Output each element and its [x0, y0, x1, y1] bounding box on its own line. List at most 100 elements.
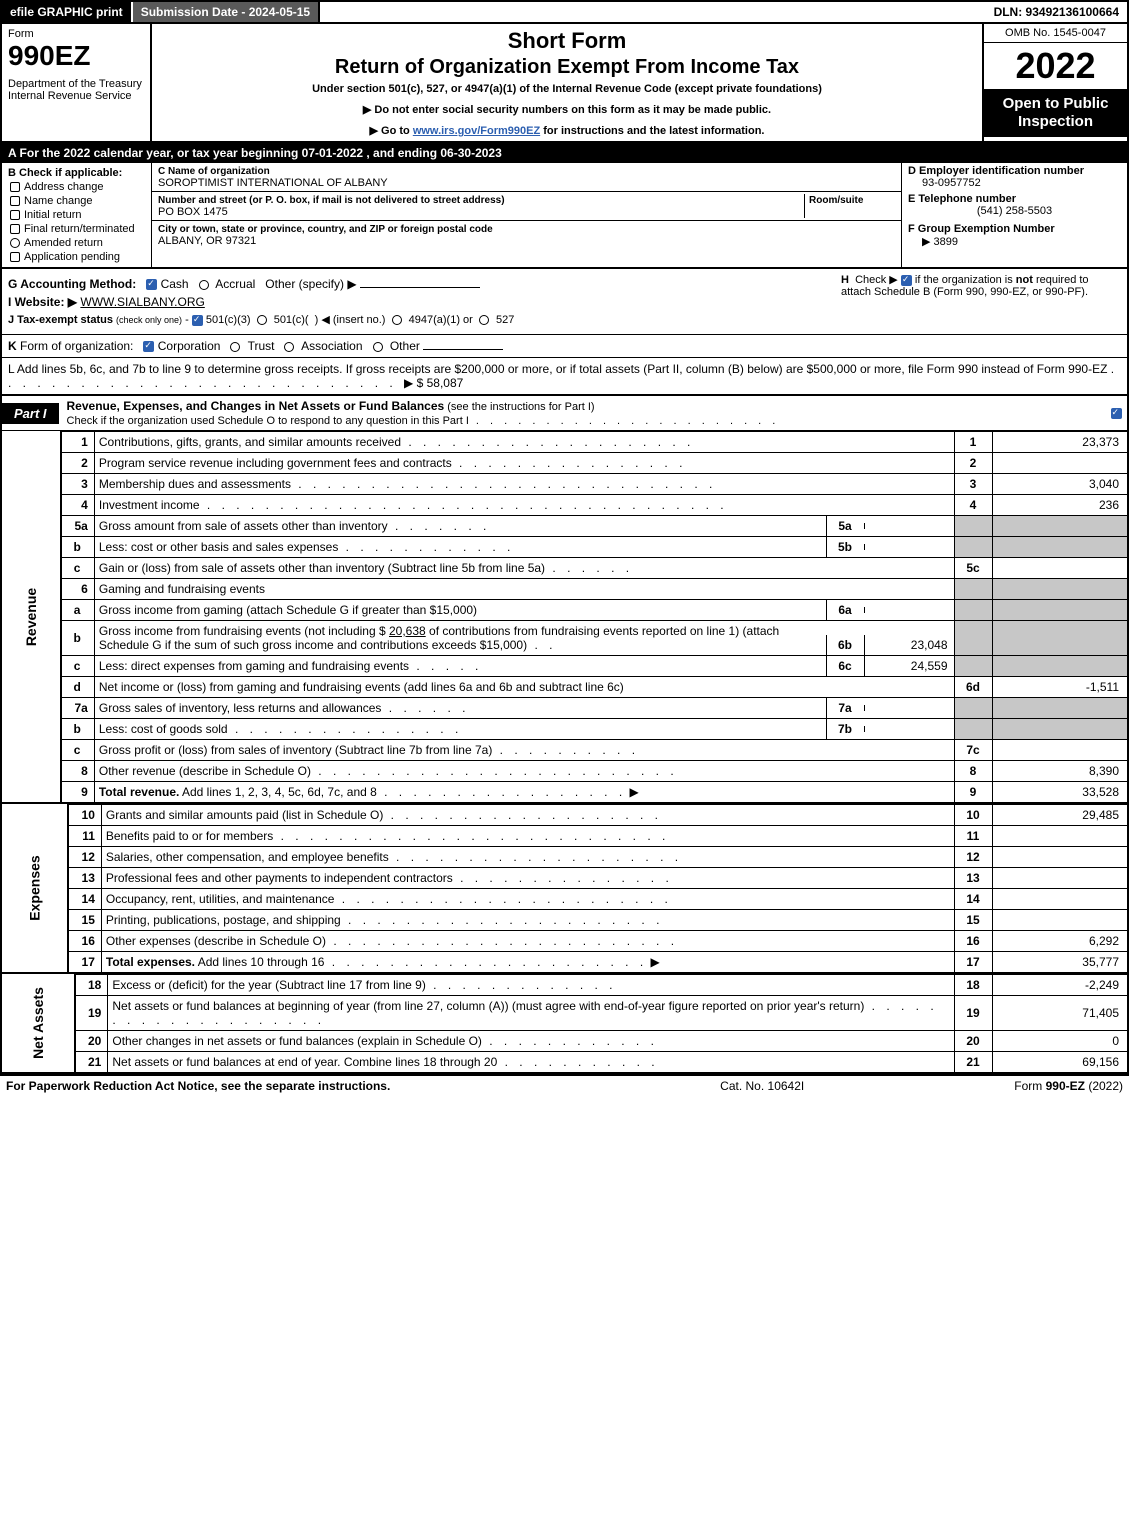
- check-filled-icon: [192, 315, 203, 326]
- instruction-ssn: ▶ Do not enter social security numbers o…: [158, 103, 976, 116]
- col-d-ein: D Employer identification number 93-0957…: [902, 163, 1127, 267]
- header-section: Form 990EZ Department of the Treasury In…: [2, 24, 1127, 143]
- line-7c: c Gross profit or (loss) from sales of i…: [62, 740, 1127, 761]
- line-5c: c Gain or (loss) from sale of assets oth…: [62, 558, 1127, 579]
- line-7b: b Less: cost of goods sold . . . . . . .…: [62, 719, 1127, 740]
- under-section: Under section 501(c), 527, or 4947(a)(1)…: [158, 83, 976, 95]
- row-h-schedule-b: H Check ▶ if the organization is not req…: [837, 269, 1117, 302]
- goto-post: for instructions and the latest informat…: [540, 125, 764, 137]
- l-text: L Add lines 5b, 6c, and 7b to line 9 to …: [8, 362, 1107, 376]
- top-bar: efile GRAPHIC print Submission Date - 20…: [2, 2, 1127, 24]
- row-k-org-form: K Form of organization: Corporation Trus…: [2, 334, 1127, 357]
- row-l-gross-receipts: L Add lines 5b, 6c, and 7b to line 9 to …: [2, 357, 1127, 394]
- b-opt-amended[interactable]: Amended return: [8, 237, 145, 249]
- ein-label: D Employer identification number: [908, 165, 1121, 177]
- b-opt-address[interactable]: Address change: [8, 181, 145, 193]
- b-opt-name[interactable]: Name change: [8, 195, 145, 207]
- part-i-tab: Part I: [2, 403, 59, 424]
- revenue-vlabel: Revenue: [2, 431, 62, 802]
- form-container: efile GRAPHIC print Submission Date - 20…: [0, 0, 1129, 1074]
- line-2: 2 Program service revenue including gove…: [62, 453, 1127, 474]
- col-c-org: C Name of organization SOROPTIMIST INTER…: [152, 163, 902, 267]
- part-i-title: Revenue, Expenses, and Changes in Net As…: [59, 396, 1105, 430]
- phone-value: (541) 258-5503: [908, 205, 1121, 217]
- b-opt-pending[interactable]: Application pending: [8, 251, 145, 263]
- b-opt-final[interactable]: Final return/terminated: [8, 223, 145, 235]
- street-row: Number and street (or P. O. box, if mail…: [152, 192, 901, 221]
- line-16: 16 Other expenses (describe in Schedule …: [69, 931, 1127, 952]
- line-6c: c Less: direct expenses from gaming and …: [62, 656, 1127, 677]
- line-14: 14 Occupancy, rent, utilities, and maint…: [69, 889, 1127, 910]
- line-18: 18 Excess or (deficit) for the year (Sub…: [76, 975, 1127, 996]
- form-id-block: Form 990EZ Department of the Treasury In…: [2, 24, 152, 141]
- part-i-bar: Part I Revenue, Expenses, and Changes in…: [2, 394, 1127, 431]
- col-b-checkboxes: B Check if applicable: Address change Na…: [2, 163, 152, 267]
- netassets-vlabel: Net Assets: [2, 974, 76, 1072]
- check-filled-icon: [901, 275, 912, 286]
- row-a-period: A For the 2022 calendar year, or tax yea…: [2, 143, 1127, 163]
- line-6a: a Gross income from gaming (attach Sched…: [62, 600, 1127, 621]
- form-word: Form: [8, 28, 144, 40]
- omb-number: OMB No. 1545-0047: [984, 24, 1127, 43]
- topbar-spacer: [320, 2, 985, 22]
- other-org-input[interactable]: [423, 349, 503, 350]
- line-5a: 5a Gross amount from sale of assets othe…: [62, 516, 1127, 537]
- footer-catno: Cat. No. 10642I: [510, 1079, 1014, 1093]
- title-block: Short Form Return of Organization Exempt…: [152, 24, 982, 141]
- section-b-through-f: B Check if applicable: Address change Na…: [2, 163, 1127, 269]
- group-label: F Group Exemption Number: [908, 223, 1121, 235]
- efile-print-button[interactable]: efile GRAPHIC print: [2, 2, 131, 22]
- radio-icon: [392, 315, 402, 325]
- radio-icon: [373, 342, 383, 352]
- g-label: G Accounting Method:: [8, 277, 136, 291]
- l-amount: ▶ $ 58,087: [404, 376, 463, 390]
- expenses-section: Expenses 10 Grants and similar amounts p…: [2, 802, 1127, 972]
- line-8: 8 Other revenue (describe in Schedule O)…: [62, 761, 1127, 782]
- line-13: 13 Professional fees and other payments …: [69, 868, 1127, 889]
- city-label: City or town, state or province, country…: [158, 224, 493, 235]
- line-5b: b Less: cost or other basis and sales ex…: [62, 537, 1127, 558]
- radio-icon: [479, 315, 489, 325]
- other-specify-input[interactable]: [360, 287, 480, 288]
- street-value: PO BOX 1475: [158, 206, 228, 218]
- line-21: 21 Net assets or fund balances at end of…: [76, 1052, 1127, 1073]
- radio-icon: [230, 342, 240, 352]
- netassets-section: Net Assets 18 Excess or (deficit) for th…: [2, 972, 1127, 1072]
- dln-number: DLN: 93492136100664: [986, 2, 1127, 22]
- instruction-goto: ▶ Go to www.irs.gov/Form990EZ for instru…: [158, 124, 976, 137]
- line-4: 4 Investment income . . . . . . . . . . …: [62, 495, 1127, 516]
- b-opt-initial[interactable]: Initial return: [8, 209, 145, 221]
- title-short-form: Short Form: [158, 28, 976, 54]
- submission-date: Submission Date - 2024-05-15: [131, 2, 320, 22]
- check-filled-icon: [1111, 408, 1122, 419]
- part-i-check[interactable]: [1105, 407, 1127, 419]
- checkbox-icon: [10, 182, 20, 192]
- radio-icon: [257, 315, 267, 325]
- i-label: I Website: ▶: [8, 295, 77, 309]
- line-11: 11 Benefits paid to or for members . . .…: [69, 826, 1127, 847]
- org-name-row: C Name of organization SOROPTIMIST INTER…: [152, 163, 901, 192]
- line-19: 19 Net assets or fund balances at beginn…: [76, 996, 1127, 1031]
- footer-paperwork: For Paperwork Reduction Act Notice, see …: [6, 1079, 510, 1093]
- check-filled-icon: [143, 341, 154, 352]
- revenue-section: Revenue 1 Contributions, gifts, grants, …: [2, 431, 1127, 802]
- department-label: Department of the Treasury Internal Reve…: [8, 78, 144, 102]
- line-17: 17 Total expenses. Add lines 10 through …: [69, 952, 1127, 973]
- radio-icon: [284, 342, 294, 352]
- footer-row: For Paperwork Reduction Act Notice, see …: [0, 1074, 1129, 1096]
- form-number: 990EZ: [8, 40, 144, 72]
- checkbox-icon: [10, 224, 20, 234]
- line-7a: 7a Gross sales of inventory, less return…: [62, 698, 1127, 719]
- city-row: City or town, state or province, country…: [152, 221, 901, 249]
- c-name-label: C Name of organization: [158, 166, 270, 177]
- line-1: 1 Contributions, gifts, grants, and simi…: [62, 432, 1127, 453]
- ein-value: 93-0957752: [908, 177, 1121, 189]
- checkbox-icon: [10, 210, 20, 220]
- line-6d: d Net income or (loss) from gaming and f…: [62, 677, 1127, 698]
- line-6b: b Gross income from fundraising events (…: [62, 621, 1127, 656]
- radio-icon: [10, 238, 20, 248]
- irs-link[interactable]: www.irs.gov/Form990EZ: [413, 125, 540, 137]
- room-label: Room/suite: [809, 195, 863, 206]
- line-3: 3 Membership dues and assessments . . . …: [62, 474, 1127, 495]
- website-value[interactable]: WWW.SIALBANY.ORG: [80, 295, 204, 309]
